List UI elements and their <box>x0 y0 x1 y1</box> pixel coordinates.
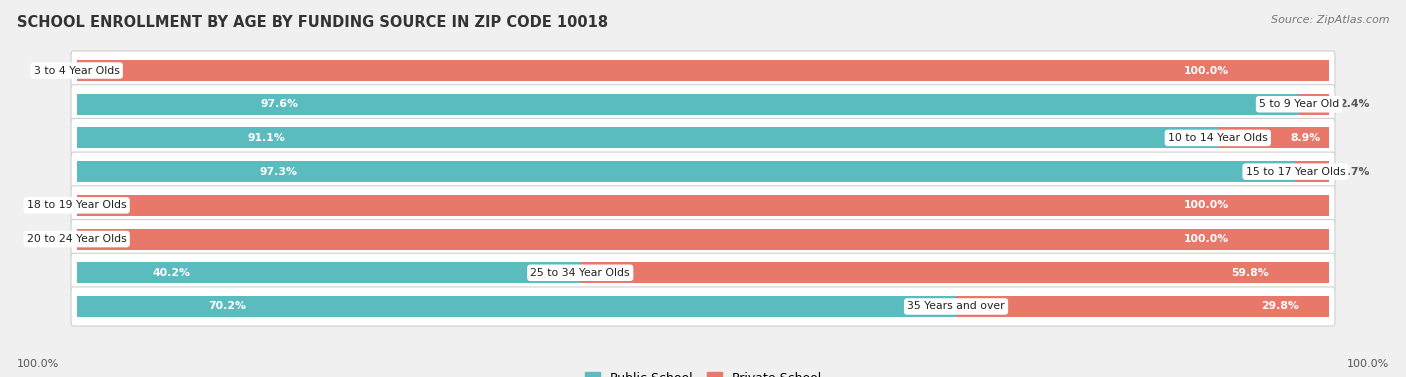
Text: 100.0%: 100.0% <box>1184 234 1229 244</box>
Bar <box>77 195 1329 216</box>
Bar <box>77 161 1295 182</box>
Text: 29.8%: 29.8% <box>1261 302 1299 311</box>
Bar <box>77 127 1218 149</box>
Text: Source: ZipAtlas.com: Source: ZipAtlas.com <box>1271 15 1389 25</box>
Text: 97.3%: 97.3% <box>260 167 298 177</box>
Text: 2.7%: 2.7% <box>1340 167 1369 177</box>
Text: 97.6%: 97.6% <box>260 99 298 109</box>
FancyBboxPatch shape <box>72 219 1334 259</box>
Text: 100.0%: 100.0% <box>17 359 59 369</box>
Text: 59.8%: 59.8% <box>1232 268 1270 278</box>
FancyBboxPatch shape <box>72 85 1334 124</box>
Text: 5 to 9 Year Old: 5 to 9 Year Old <box>1260 99 1340 109</box>
Text: 0.0%: 0.0% <box>41 234 70 244</box>
Text: 100.0%: 100.0% <box>1184 66 1229 75</box>
Text: 15 to 17 Year Olds: 15 to 17 Year Olds <box>1246 167 1346 177</box>
Text: 91.1%: 91.1% <box>247 133 285 143</box>
Text: 25 to 34 Year Olds: 25 to 34 Year Olds <box>530 268 630 278</box>
Text: 100.0%: 100.0% <box>1347 359 1389 369</box>
Bar <box>77 228 1329 250</box>
Bar <box>77 94 1299 115</box>
Bar <box>77 262 581 283</box>
Text: 18 to 19 Year Olds: 18 to 19 Year Olds <box>27 200 127 210</box>
Bar <box>1299 94 1329 115</box>
Bar <box>1295 161 1329 182</box>
Text: 40.2%: 40.2% <box>152 268 190 278</box>
Text: 20 to 24 Year Olds: 20 to 24 Year Olds <box>27 234 127 244</box>
Text: 0.0%: 0.0% <box>41 200 70 210</box>
FancyBboxPatch shape <box>72 51 1334 90</box>
Text: 70.2%: 70.2% <box>208 302 246 311</box>
Text: 3 to 4 Year Olds: 3 to 4 Year Olds <box>34 66 120 75</box>
Text: 35 Years and over: 35 Years and over <box>907 302 1005 311</box>
Legend: Public School, Private School: Public School, Private School <box>581 368 825 377</box>
Bar <box>956 296 1329 317</box>
Text: 100.0%: 100.0% <box>1184 200 1229 210</box>
FancyBboxPatch shape <box>72 152 1334 191</box>
Text: 8.9%: 8.9% <box>1291 133 1320 143</box>
Text: 0.0%: 0.0% <box>41 66 70 75</box>
Text: SCHOOL ENROLLMENT BY AGE BY FUNDING SOURCE IN ZIP CODE 10018: SCHOOL ENROLLMENT BY AGE BY FUNDING SOUR… <box>17 15 607 30</box>
Bar <box>77 296 956 317</box>
Text: 2.4%: 2.4% <box>1340 99 1369 109</box>
Text: 10 to 14 Year Olds: 10 to 14 Year Olds <box>1168 133 1268 143</box>
FancyBboxPatch shape <box>72 186 1334 225</box>
Bar <box>1218 127 1329 149</box>
FancyBboxPatch shape <box>72 287 1334 326</box>
FancyBboxPatch shape <box>72 253 1334 292</box>
Bar <box>581 262 1329 283</box>
Bar <box>77 60 1329 81</box>
FancyBboxPatch shape <box>72 118 1334 158</box>
